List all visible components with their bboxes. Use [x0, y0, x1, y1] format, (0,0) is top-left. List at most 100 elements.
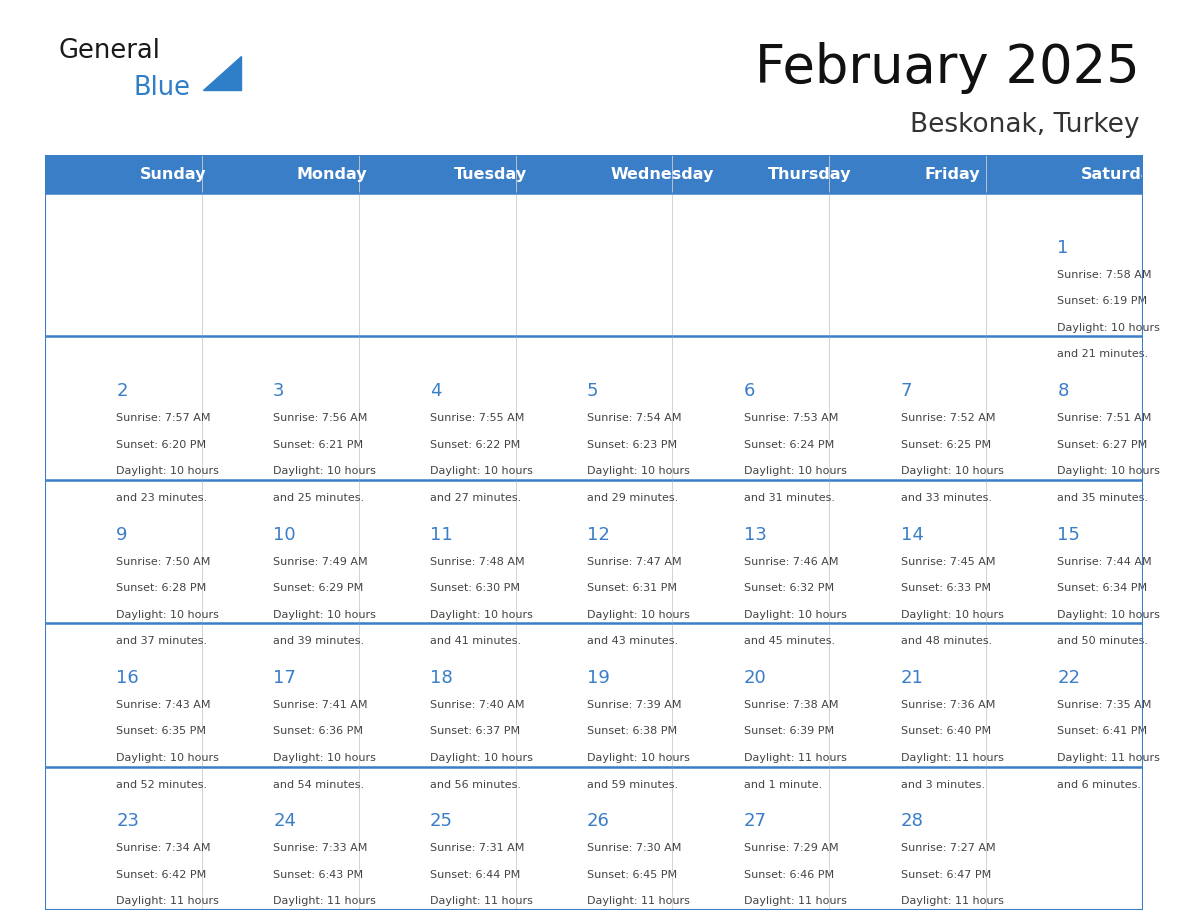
- Text: Daylight: 10 hours: Daylight: 10 hours: [744, 610, 847, 620]
- Text: Daylight: 10 hours: Daylight: 10 hours: [901, 466, 1004, 476]
- Text: Daylight: 10 hours: Daylight: 10 hours: [1057, 323, 1161, 333]
- Text: Sunset: 6:42 PM: Sunset: 6:42 PM: [116, 870, 207, 879]
- Bar: [829, 155, 986, 193]
- Text: and 52 minutes.: and 52 minutes.: [116, 779, 208, 789]
- Text: Sunrise: 7:48 AM: Sunrise: 7:48 AM: [430, 556, 525, 566]
- Text: Sunrise: 7:27 AM: Sunrise: 7:27 AM: [901, 844, 996, 854]
- Bar: [672, 193, 829, 336]
- Bar: [672, 767, 829, 910]
- Text: Daylight: 11 hours: Daylight: 11 hours: [116, 896, 219, 906]
- Text: 4: 4: [430, 382, 442, 400]
- Text: 6: 6: [744, 382, 756, 400]
- Text: 23: 23: [116, 812, 139, 831]
- Text: Sunrise: 7:44 AM: Sunrise: 7:44 AM: [1057, 556, 1152, 566]
- Text: and 54 minutes.: and 54 minutes.: [273, 779, 365, 789]
- Text: Sunrise: 7:56 AM: Sunrise: 7:56 AM: [273, 413, 367, 423]
- Text: Sunset: 6:30 PM: Sunset: 6:30 PM: [430, 583, 520, 593]
- Text: 3: 3: [273, 382, 285, 400]
- Text: 20: 20: [744, 669, 766, 687]
- Text: 22: 22: [1057, 669, 1080, 687]
- Text: Sunrise: 7:45 AM: Sunrise: 7:45 AM: [901, 556, 996, 566]
- Bar: [359, 480, 516, 623]
- Bar: [45, 480, 202, 623]
- Text: Daylight: 10 hours: Daylight: 10 hours: [901, 610, 1004, 620]
- Text: and 3 minutes.: and 3 minutes.: [901, 779, 985, 789]
- Text: 25: 25: [430, 812, 453, 831]
- Text: Sunset: 6:34 PM: Sunset: 6:34 PM: [1057, 583, 1148, 593]
- Text: Sunset: 6:36 PM: Sunset: 6:36 PM: [273, 726, 364, 736]
- Text: 24: 24: [273, 812, 296, 831]
- Bar: [516, 480, 672, 623]
- Text: Sunrise: 7:38 AM: Sunrise: 7:38 AM: [744, 700, 839, 710]
- Text: Daylight: 10 hours: Daylight: 10 hours: [744, 466, 847, 476]
- Text: 26: 26: [587, 812, 609, 831]
- Text: Daylight: 10 hours: Daylight: 10 hours: [273, 610, 377, 620]
- Text: Daylight: 11 hours: Daylight: 11 hours: [273, 896, 377, 906]
- Text: Sunset: 6:22 PM: Sunset: 6:22 PM: [430, 440, 520, 450]
- Bar: [829, 193, 986, 336]
- Bar: [45, 767, 202, 910]
- Text: Sunset: 6:33 PM: Sunset: 6:33 PM: [901, 583, 991, 593]
- Text: Sunrise: 7:31 AM: Sunrise: 7:31 AM: [430, 844, 524, 854]
- Text: Sunrise: 7:52 AM: Sunrise: 7:52 AM: [901, 413, 996, 423]
- Text: Thursday: Thursday: [767, 166, 851, 182]
- Bar: [45, 155, 202, 193]
- Text: Sunset: 6:25 PM: Sunset: 6:25 PM: [901, 440, 991, 450]
- Text: Sunrise: 7:54 AM: Sunrise: 7:54 AM: [587, 413, 682, 423]
- Bar: [829, 480, 986, 623]
- Text: and 27 minutes.: and 27 minutes.: [430, 493, 522, 503]
- Text: Daylight: 10 hours: Daylight: 10 hours: [587, 753, 690, 763]
- Text: Sunrise: 7:29 AM: Sunrise: 7:29 AM: [744, 844, 839, 854]
- Text: 16: 16: [116, 669, 139, 687]
- Text: Sunrise: 7:58 AM: Sunrise: 7:58 AM: [1057, 270, 1152, 280]
- Text: Sunday: Sunday: [140, 166, 207, 182]
- Text: Daylight: 11 hours: Daylight: 11 hours: [430, 896, 533, 906]
- Text: Sunset: 6:45 PM: Sunset: 6:45 PM: [587, 870, 677, 879]
- Text: Friday: Friday: [924, 166, 980, 182]
- Text: Sunset: 6:32 PM: Sunset: 6:32 PM: [744, 583, 834, 593]
- Text: Daylight: 10 hours: Daylight: 10 hours: [273, 753, 377, 763]
- Text: 10: 10: [273, 526, 296, 543]
- Text: Monday: Monday: [297, 166, 367, 182]
- Bar: [516, 623, 672, 767]
- Text: and 35 minutes.: and 35 minutes.: [1057, 493, 1149, 503]
- Text: and 1 minute.: and 1 minute.: [744, 779, 822, 789]
- Text: and 48 minutes.: and 48 minutes.: [901, 636, 992, 646]
- Text: Beskonak, Turkey: Beskonak, Turkey: [910, 112, 1140, 138]
- Text: Daylight: 10 hours: Daylight: 10 hours: [430, 466, 533, 476]
- Text: Daylight: 10 hours: Daylight: 10 hours: [587, 466, 690, 476]
- Text: Sunrise: 7:53 AM: Sunrise: 7:53 AM: [744, 413, 838, 423]
- Bar: [986, 623, 1143, 767]
- Bar: [986, 336, 1143, 480]
- Text: and 33 minutes.: and 33 minutes.: [901, 493, 992, 503]
- Text: and 56 minutes.: and 56 minutes.: [430, 779, 522, 789]
- Text: Sunrise: 7:49 AM: Sunrise: 7:49 AM: [273, 556, 368, 566]
- Text: 1: 1: [1057, 239, 1069, 257]
- Text: Daylight: 11 hours: Daylight: 11 hours: [744, 896, 847, 906]
- Text: 8: 8: [1057, 382, 1069, 400]
- Bar: [359, 155, 516, 193]
- Text: and 25 minutes.: and 25 minutes.: [273, 493, 365, 503]
- Bar: [202, 623, 359, 767]
- Text: Daylight: 11 hours: Daylight: 11 hours: [1057, 753, 1161, 763]
- Text: Daylight: 10 hours: Daylight: 10 hours: [430, 753, 533, 763]
- Text: Daylight: 10 hours: Daylight: 10 hours: [116, 753, 219, 763]
- Text: Sunrise: 7:39 AM: Sunrise: 7:39 AM: [587, 700, 682, 710]
- Text: Daylight: 10 hours: Daylight: 10 hours: [1057, 466, 1161, 476]
- Text: Sunrise: 7:43 AM: Sunrise: 7:43 AM: [116, 700, 210, 710]
- Text: 11: 11: [430, 526, 453, 543]
- Text: Sunrise: 7:55 AM: Sunrise: 7:55 AM: [430, 413, 524, 423]
- Text: Sunset: 6:21 PM: Sunset: 6:21 PM: [273, 440, 364, 450]
- Bar: [359, 193, 516, 336]
- Text: Daylight: 10 hours: Daylight: 10 hours: [587, 610, 690, 620]
- Text: February 2025: February 2025: [756, 42, 1140, 94]
- Bar: [45, 193, 202, 336]
- Text: 28: 28: [901, 812, 923, 831]
- Bar: [986, 767, 1143, 910]
- Text: Sunrise: 7:35 AM: Sunrise: 7:35 AM: [1057, 700, 1152, 710]
- Text: and 41 minutes.: and 41 minutes.: [430, 636, 522, 646]
- Bar: [359, 623, 516, 767]
- Bar: [202, 336, 359, 480]
- Bar: [45, 623, 202, 767]
- Text: and 45 minutes.: and 45 minutes.: [744, 636, 835, 646]
